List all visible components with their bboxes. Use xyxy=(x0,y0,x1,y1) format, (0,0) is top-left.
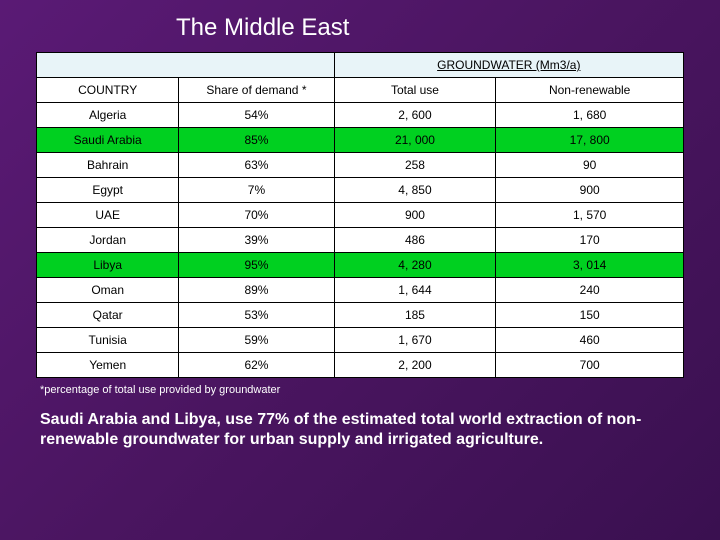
slide-container: The Middle East GROUNDWATER (Mm3/a) COUN… xyxy=(0,0,720,540)
table-cell: Yemen xyxy=(37,353,179,378)
table-row: Algeria54%2, 6001, 680 xyxy=(37,103,684,128)
table-cell: Libya xyxy=(37,253,179,278)
table-row: Bahrain63%25890 xyxy=(37,153,684,178)
col-header: Non-renewable xyxy=(496,78,684,103)
table-cell: 89% xyxy=(179,278,334,303)
table-cell: 1, 644 xyxy=(334,278,496,303)
table-row: Libya95%4, 2803, 014 xyxy=(37,253,684,278)
table-cell: 90 xyxy=(496,153,684,178)
footnote-text: *percentage of total use provided by gro… xyxy=(36,384,688,396)
table-cell: 4, 850 xyxy=(334,178,496,203)
table-cell: Bahrain xyxy=(37,153,179,178)
table-cell: Tunisia xyxy=(37,328,179,353)
table-cell: 7% xyxy=(179,178,334,203)
col-header: Share of demand * xyxy=(179,78,334,103)
table-cell: 460 xyxy=(496,328,684,353)
table-cell: 900 xyxy=(496,178,684,203)
table-cell: 2, 600 xyxy=(334,103,496,128)
table-cell: 486 xyxy=(334,228,496,253)
table-cell: 258 xyxy=(334,153,496,178)
table-cell: 1, 680 xyxy=(496,103,684,128)
table-cell: 70% xyxy=(179,203,334,228)
super-header-blank xyxy=(37,53,335,78)
table-row: Oman89%1, 644240 xyxy=(37,278,684,303)
super-header-label: GROUNDWATER (Mm3/a) xyxy=(334,53,683,78)
table-cell: 17, 800 xyxy=(496,128,684,153)
table-cell: 1, 570 xyxy=(496,203,684,228)
table-cell: 4, 280 xyxy=(334,253,496,278)
table-row: Egypt7%4, 850900 xyxy=(37,178,684,203)
table-cell: 54% xyxy=(179,103,334,128)
table-cell: UAE xyxy=(37,203,179,228)
table-cell: 2, 200 xyxy=(334,353,496,378)
table-cell: Saudi Arabia xyxy=(37,128,179,153)
table-cell: 900 xyxy=(334,203,496,228)
table-cell: 59% xyxy=(179,328,334,353)
table-cell: 240 xyxy=(496,278,684,303)
table-cell: Qatar xyxy=(37,303,179,328)
table-super-header: GROUNDWATER (Mm3/a) xyxy=(37,53,684,78)
col-header: Total use xyxy=(334,78,496,103)
table-cell: Oman xyxy=(37,278,179,303)
slide-title: The Middle East xyxy=(36,14,684,42)
table-cell: Jordan xyxy=(37,228,179,253)
table-cell: Egypt xyxy=(37,178,179,203)
table-cell: 170 xyxy=(496,228,684,253)
table-cell: 185 xyxy=(334,303,496,328)
table-cell: Algeria xyxy=(37,103,179,128)
summary-text: Saudi Arabia and Libya, use 77% of the e… xyxy=(36,410,692,450)
col-header: COUNTRY xyxy=(37,78,179,103)
table-header-row: COUNTRY Share of demand * Total use Non-… xyxy=(37,78,684,103)
table-row: Tunisia59%1, 670460 xyxy=(37,328,684,353)
table-cell: 700 xyxy=(496,353,684,378)
table-cell: 150 xyxy=(496,303,684,328)
table-cell: 62% xyxy=(179,353,334,378)
table-cell: 95% xyxy=(179,253,334,278)
table-row: Saudi Arabia85%21, 00017, 800 xyxy=(37,128,684,153)
table-cell: 21, 000 xyxy=(334,128,496,153)
table-row: Qatar53%185150 xyxy=(37,303,684,328)
table-cell: 53% xyxy=(179,303,334,328)
table-cell: 39% xyxy=(179,228,334,253)
groundwater-table: GROUNDWATER (Mm3/a) COUNTRY Share of dem… xyxy=(36,52,684,378)
table-cell: 3, 014 xyxy=(496,253,684,278)
table-cell: 63% xyxy=(179,153,334,178)
table-row: UAE70%9001, 570 xyxy=(37,203,684,228)
table-row: Jordan39%486170 xyxy=(37,228,684,253)
table-row: Yemen62%2, 200700 xyxy=(37,353,684,378)
table-cell: 85% xyxy=(179,128,334,153)
table-cell: 1, 670 xyxy=(334,328,496,353)
table-body: Algeria54%2, 6001, 680Saudi Arabia85%21,… xyxy=(37,103,684,378)
